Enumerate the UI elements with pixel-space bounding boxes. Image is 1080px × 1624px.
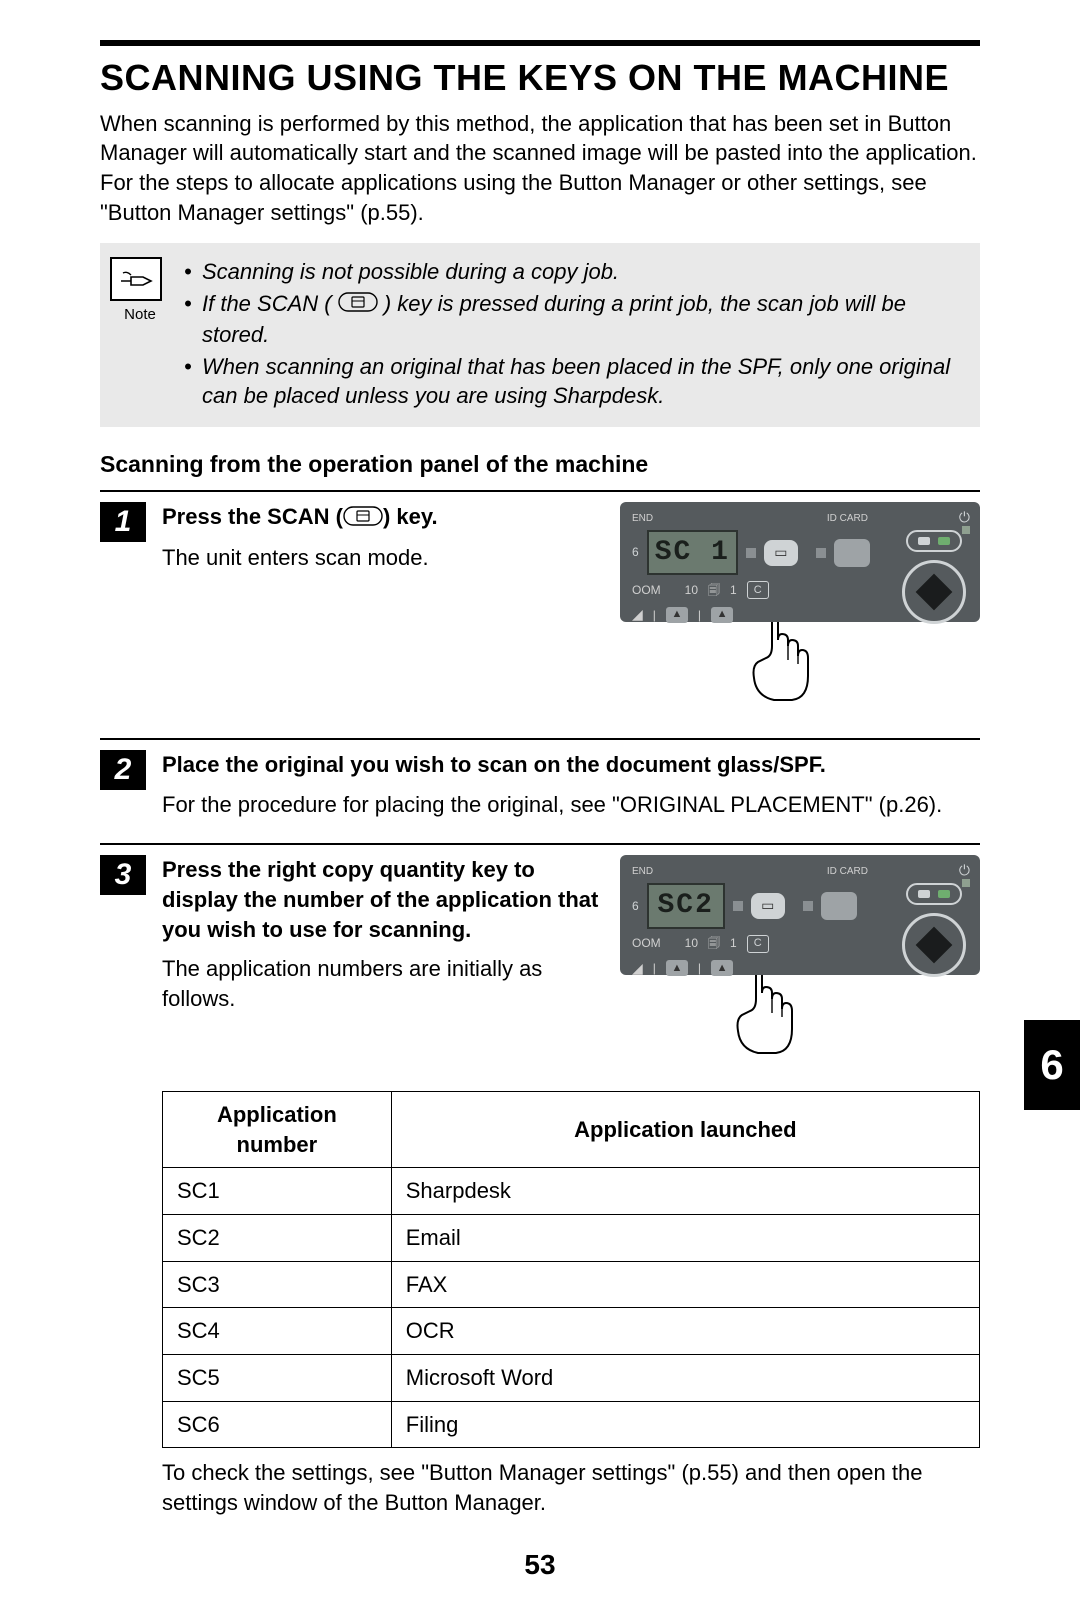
wifi-icon: ◢ [632, 959, 643, 978]
up-arrow-icon: ▲ [666, 960, 688, 976]
hand-point-icon [110, 257, 162, 301]
clear-button-icon: C [747, 935, 769, 953]
table-section: Application number Application launched … [100, 1091, 980, 1518]
panel-label-idcard: ID CARD [827, 512, 868, 526]
note-item: If the SCAN ( ) key is pressed during a … [184, 289, 962, 350]
page-number: 53 [100, 1546, 980, 1584]
step-number: 2 [100, 750, 146, 790]
tray-icon: 🗐 [708, 582, 720, 598]
step-3: 3 Press the right copy quantity key to d… [100, 843, 980, 1067]
scan-key-icon [338, 290, 378, 320]
app-launched-cell: FAX [391, 1261, 979, 1308]
step-body: The unit enters scan mode. [162, 543, 600, 573]
step-number: 3 [100, 855, 146, 895]
power-icon: ⏻ [959, 861, 970, 880]
control-panel-illustration: ⏻ END ID CARD 6 SC2 ▭ OOM 10 🗐 1 C [620, 855, 980, 1067]
step-title: Press the right copy quantity key to dis… [162, 855, 600, 944]
mini-indicator-icon [906, 530, 962, 552]
intro-paragraph: When scanning is performed by this metho… [100, 109, 980, 228]
indicator-icon [803, 901, 813, 911]
app-number-cell: SC3 [163, 1261, 392, 1308]
table-row: SC2 Email [163, 1214, 980, 1261]
after-table-text: To check the settings, see "Button Manag… [162, 1458, 980, 1517]
indicator-icon [816, 548, 826, 558]
step-title: Press the SCAN () key. [162, 502, 600, 533]
up-arrow-icon: ▲ [711, 607, 733, 623]
app-launched-cell: Email [391, 1214, 979, 1261]
up-arrow-icon: ▲ [711, 960, 733, 976]
step-body: For the procedure for placing the origin… [162, 790, 980, 820]
idcard-button-icon [821, 892, 857, 920]
application-table: Application number Application launched … [162, 1091, 980, 1449]
table-row: SC4 OCR [163, 1308, 980, 1355]
scan-key-icon [343, 504, 383, 534]
step-body: The application numbers are initially as… [162, 954, 600, 1013]
note-item: Scanning is not possible during a copy j… [184, 257, 962, 287]
subheading: Scanning from the operation panel of the… [100, 449, 980, 480]
lcd-display: SC2 [647, 883, 725, 929]
note-label: Note [110, 305, 170, 325]
indicator-icon [733, 901, 743, 911]
app-number-cell: SC1 [163, 1168, 392, 1215]
start-button-icon [902, 913, 966, 977]
step-2: 2 Place the original you wish to scan on… [100, 738, 980, 819]
pointing-hand-icon [620, 969, 980, 1067]
app-number-cell: SC6 [163, 1401, 392, 1448]
table-row: SC3 FAX [163, 1261, 980, 1308]
note-item-text-a: If the SCAN ( [202, 291, 332, 316]
start-button-icon [902, 560, 966, 624]
wifi-icon: ◢ [632, 605, 643, 624]
step-number: 1 [100, 502, 146, 542]
app-number-cell: SC2 [163, 1214, 392, 1261]
panel-label-end: END [632, 865, 653, 879]
panel-label-oom: OOM [632, 582, 661, 598]
power-icon: ⏻ [959, 508, 970, 527]
page-title: SCANNING USING THE KEYS ON THE MACHINE [100, 54, 980, 103]
chapter-tab: 6 [1024, 1020, 1080, 1110]
step-1: 1 Press the SCAN () key. The unit enters… [100, 490, 980, 714]
tray-icon: 🗐 [708, 935, 720, 951]
table-row: SC6 Filing [163, 1401, 980, 1448]
app-launched-cell: OCR [391, 1308, 979, 1355]
scan-key-icon: ▭ [764, 540, 798, 566]
indicator-icon [746, 548, 756, 558]
scan-key-icon: ▭ [751, 893, 785, 919]
app-launched-cell: Sharpdesk [391, 1168, 979, 1215]
mini-indicator-icon [906, 883, 962, 905]
app-launched-cell: Microsoft Word [391, 1355, 979, 1402]
step-title: Place the original you wish to scan on t… [162, 750, 980, 780]
table-header: Application launched [391, 1091, 979, 1167]
table-row: SC5 Microsoft Word [163, 1355, 980, 1402]
app-number-cell: SC4 [163, 1308, 392, 1355]
control-panel-illustration: ⏻ END ID CARD 6 SC 1 ▭ OOM 10 🗐 1 C [620, 502, 980, 714]
top-rule [100, 40, 980, 46]
clear-button-icon: C [747, 581, 769, 599]
panel-label-idcard: ID CARD [827, 865, 868, 879]
lcd-display: SC 1 [647, 530, 738, 576]
app-number-cell: SC5 [163, 1355, 392, 1402]
note-box: Note Scanning is not possible during a c… [100, 243, 980, 427]
note-icon-wrap: Note [110, 257, 170, 325]
table-row: SC1 Sharpdesk [163, 1168, 980, 1215]
app-launched-cell: Filing [391, 1401, 979, 1448]
note-item: When scanning an original that has been … [184, 352, 962, 411]
pointing-hand-icon [620, 616, 980, 714]
table-header: Application number [163, 1091, 392, 1167]
panel-label-oom: OOM [632, 935, 661, 951]
up-arrow-icon: ▲ [666, 607, 688, 623]
note-list: Scanning is not possible during a copy j… [184, 257, 962, 413]
panel-label-end: END [632, 512, 653, 526]
idcard-button-icon [834, 539, 870, 567]
